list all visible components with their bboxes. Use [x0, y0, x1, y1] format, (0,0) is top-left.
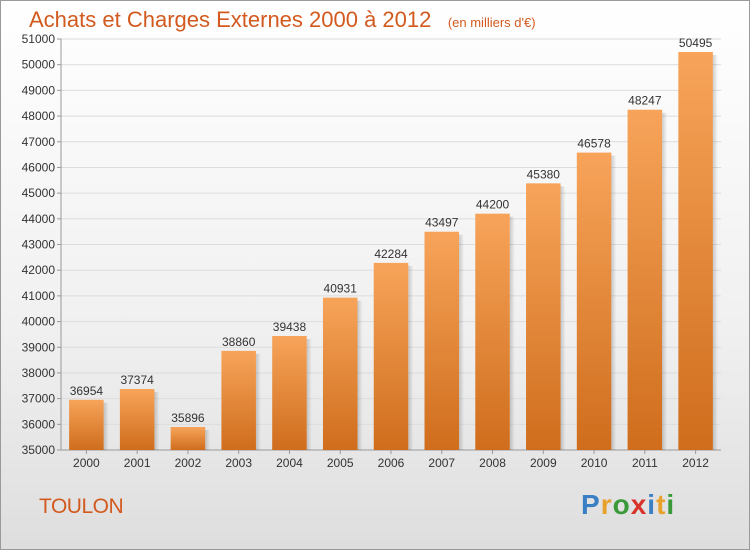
x-tick-label: 2009 — [530, 456, 557, 470]
bar — [627, 109, 663, 451]
data-label: 45380 — [527, 167, 561, 181]
brand-letter: r — [600, 489, 613, 520]
y-tick-label: 47000 — [22, 135, 56, 149]
bar — [170, 426, 206, 450]
brand-letter: i — [647, 489, 657, 520]
bar — [69, 399, 104, 450]
x-tick-label: 2006 — [378, 456, 405, 470]
y-tick-label: 42000 — [22, 263, 56, 277]
x-tick-label: 2007 — [428, 456, 455, 470]
x-tick-label: 2008 — [479, 456, 506, 470]
y-tick-label: 37000 — [22, 392, 56, 406]
brand-letter: P — [581, 489, 601, 520]
y-tick-label: 39000 — [22, 340, 56, 354]
y-tick-label: 36000 — [22, 417, 56, 431]
y-tick-label: 49000 — [22, 83, 56, 97]
bar — [475, 213, 510, 450]
brand-logo: Proxiti — [581, 489, 675, 521]
bar-shadow — [357, 300, 363, 450]
data-label: 39438 — [273, 320, 307, 334]
bar-shadow — [459, 234, 465, 450]
bar-shadow — [306, 338, 312, 450]
bar — [119, 389, 155, 450]
x-tick-label: 2002 — [175, 456, 202, 470]
x-tick-label: 2012 — [682, 456, 709, 470]
bar-shadow — [662, 112, 668, 451]
bar-shadow — [509, 216, 515, 450]
brand-letter: t — [656, 489, 667, 520]
bar-shadow — [611, 155, 617, 450]
bar — [221, 350, 256, 450]
brand-letter: i — [666, 489, 676, 520]
chart-title: Achats et Charges Externes 2000 à 2012 — [29, 7, 432, 32]
y-tick-label: 41000 — [22, 289, 56, 303]
y-tick-label: 44000 — [22, 212, 56, 226]
bar-shadow — [103, 402, 109, 450]
data-label: 38860 — [222, 335, 256, 349]
bar-shadow — [255, 353, 261, 450]
x-tick-label: 2000 — [73, 456, 100, 470]
bar — [272, 335, 307, 450]
bar — [526, 183, 561, 450]
data-label: 35896 — [171, 411, 205, 425]
bar — [322, 297, 358, 450]
brand-letter: x — [630, 489, 648, 520]
y-tick-label: 38000 — [22, 366, 56, 380]
data-label: 42284 — [374, 247, 408, 261]
x-tick-label: 2004 — [276, 456, 303, 470]
bar-shadow — [560, 186, 566, 450]
data-label: 37374 — [120, 373, 154, 387]
bar — [678, 51, 713, 450]
city-label: TOULON — [39, 495, 124, 518]
y-tick-label: 50000 — [22, 58, 56, 72]
bar-shadow — [205, 429, 211, 450]
bar — [576, 152, 612, 450]
data-label: 48247 — [628, 94, 662, 108]
bar-shadow — [154, 392, 160, 450]
bar — [373, 262, 409, 450]
data-label: 44200 — [476, 198, 510, 212]
x-tick-label: 2010 — [581, 456, 608, 470]
chart-unit: (en milliers d'€) — [447, 15, 536, 30]
y-tick-label: 45000 — [22, 186, 56, 200]
y-tick-label: 48000 — [22, 109, 56, 123]
x-tick-label: 2011 — [632, 456, 658, 470]
data-label: 43497 — [425, 216, 459, 230]
y-tick-label: 46000 — [22, 160, 56, 174]
y-tick-label: 40000 — [22, 315, 56, 329]
data-label: 50495 — [679, 36, 713, 50]
bar-shadow — [712, 54, 718, 450]
data-label: 40931 — [324, 282, 358, 296]
brand-letter: o — [612, 489, 631, 520]
x-tick-label: 2005 — [327, 456, 354, 470]
bar — [424, 231, 460, 450]
y-tick-label: 51000 — [22, 32, 56, 46]
data-label: 36954 — [70, 384, 104, 398]
y-tick-label: 43000 — [22, 238, 56, 252]
x-tick-label: 2001 — [124, 456, 151, 470]
title-row: Achats et Charges Externes 2000 à 2012 (… — [29, 7, 536, 33]
bar-shadow — [408, 265, 414, 450]
y-tick-label: 35000 — [22, 443, 56, 457]
x-tick-label: 2003 — [225, 456, 252, 470]
data-label: 46578 — [577, 137, 611, 151]
